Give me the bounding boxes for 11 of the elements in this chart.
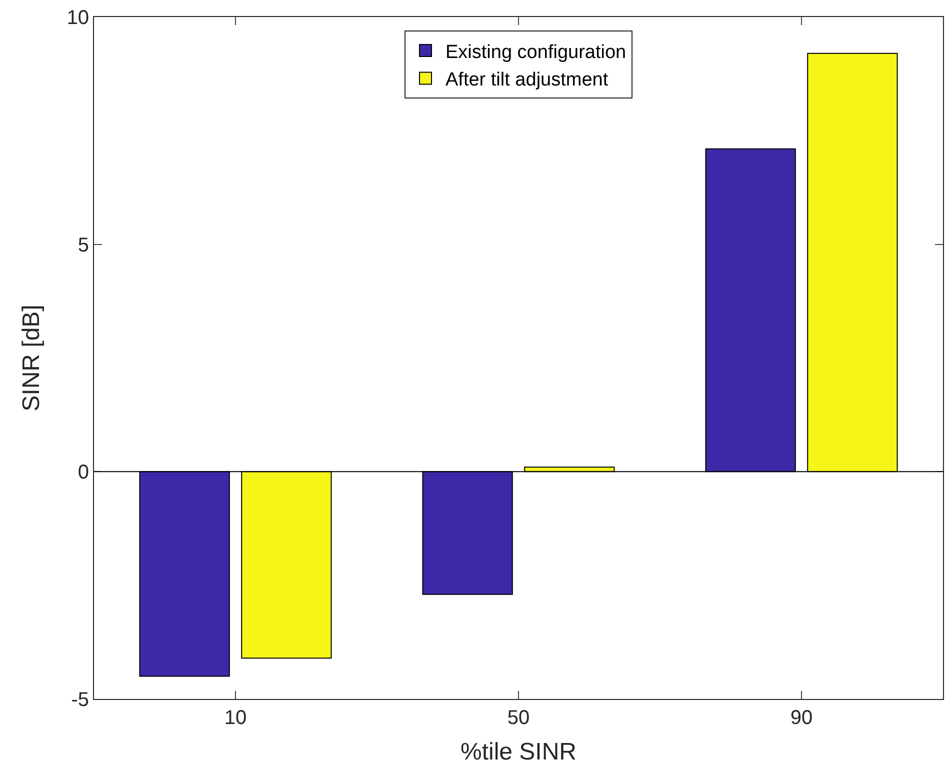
x-tick-label: 50: [507, 707, 530, 729]
legend-label: After tilt adjustment: [446, 70, 609, 91]
y-tick-label: 0: [78, 462, 89, 484]
y-tick-label: 10: [66, 7, 89, 29]
y-axis-title: SINR [dB]: [18, 304, 45, 412]
x-tick-label: 90: [790, 707, 813, 729]
y-tick-label: 5: [78, 234, 89, 256]
x-axis-title: %tile SINR: [460, 738, 577, 766]
y-tick-label: -5: [71, 689, 89, 711]
x-tick-label: 10: [224, 707, 247, 729]
legend-label: Existing configuration: [446, 42, 626, 63]
